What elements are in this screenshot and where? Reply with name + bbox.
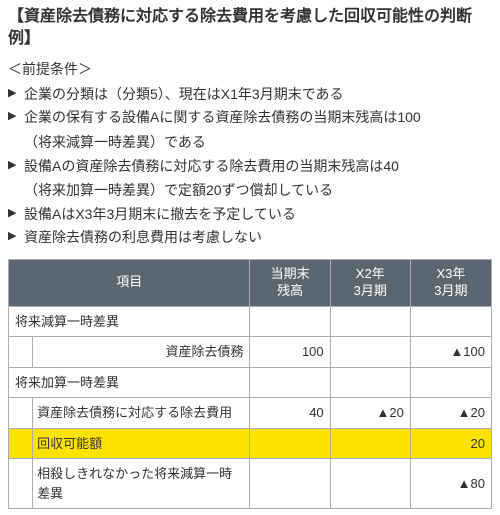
- row-value: [410, 306, 491, 337]
- table-body: 将来減算一時差異 資産除去債務 100 ▲100 将来加算一時差異: [9, 306, 492, 509]
- row-value: [330, 306, 410, 337]
- table-row: 将来加算一時差異: [9, 367, 492, 398]
- row-value: 20: [410, 428, 491, 459]
- row-label: 将来減算一時差異: [9, 306, 250, 337]
- row-label: 資産除去債務に対応する除去費用: [33, 398, 250, 429]
- row-value: 100: [250, 337, 330, 368]
- col-item: 項目: [9, 260, 250, 307]
- indent-cell: [9, 398, 33, 429]
- table-header: 項目 当期末 残高 X2年 3月期 X3年 3月期: [9, 260, 492, 307]
- row-value: [250, 306, 330, 337]
- row-value: [330, 337, 410, 368]
- row-label: 資産除去債務: [33, 337, 250, 368]
- row-value: [330, 428, 410, 459]
- row-value: ▲20: [410, 398, 491, 429]
- row-value: [250, 367, 330, 398]
- row-value: ▲100: [410, 337, 491, 368]
- conditions-list: 企業の分類は（分類5）、現在はX1年3月期末である 企業の保有する設備Aに関する…: [8, 84, 492, 249]
- condition-item: 企業の保有する設備Aに関する資産除去債務の当期末残高は100: [8, 107, 492, 129]
- row-value: [410, 367, 491, 398]
- condition-item: 設備Aの資産除去債務に対応する除去費用の当期末残高は40: [8, 156, 492, 178]
- col-x3: X3年 3月期: [410, 260, 491, 307]
- condition-item: 設備AはX3年3月期末に撤去を予定している: [8, 204, 492, 226]
- conditions-header: ＜前提条件＞: [8, 59, 492, 80]
- row-value: [250, 428, 330, 459]
- col-balance: 当期末 残高: [250, 260, 330, 307]
- table-row-highlight: 回収可能額 20: [9, 428, 492, 459]
- row-value: [330, 459, 410, 509]
- row-value: [250, 459, 330, 509]
- document-title: 【資産除去債務に対応する除去費用を考慮した回収可能性の判断例】: [8, 6, 492, 51]
- table-row: 将来減算一時差異: [9, 306, 492, 337]
- table-row: 資産除去債務 100 ▲100: [9, 337, 492, 368]
- row-label: 将来加算一時差異: [9, 367, 250, 398]
- row-label: 回収可能額: [33, 428, 250, 459]
- table-row: 相殺しきれなかった将来減算一時差異 ▲80: [9, 459, 492, 509]
- row-label: 相殺しきれなかった将来減算一時差異: [33, 459, 250, 509]
- row-value: [330, 367, 410, 398]
- row-value: ▲20: [330, 398, 410, 429]
- indent-cell: [9, 459, 33, 509]
- row-value: ▲80: [410, 459, 491, 509]
- row-value: 40: [250, 398, 330, 429]
- data-table: 項目 当期末 残高 X2年 3月期 X3年 3月期 将来減算一時差異 資産除去債…: [8, 259, 492, 509]
- condition-subline: （将来減算一時差異）である: [8, 131, 492, 153]
- condition-item: 企業の分類は（分類5）、現在はX1年3月期末である: [8, 84, 492, 106]
- document-root: 【資産除去債務に対応する除去費用を考慮した回収可能性の判断例】 ＜前提条件＞ 企…: [0, 0, 500, 515]
- indent-cell: [9, 337, 33, 368]
- condition-subline: （将来加算一時差異）で定額20ずつ償却している: [8, 179, 492, 201]
- col-x2: X2年 3月期: [330, 260, 410, 307]
- table-row: 資産除去債務に対応する除去費用 40 ▲20 ▲20: [9, 398, 492, 429]
- condition-item: 資産除去債務の利息費用は考慮しない: [8, 227, 492, 249]
- indent-cell: [9, 428, 33, 459]
